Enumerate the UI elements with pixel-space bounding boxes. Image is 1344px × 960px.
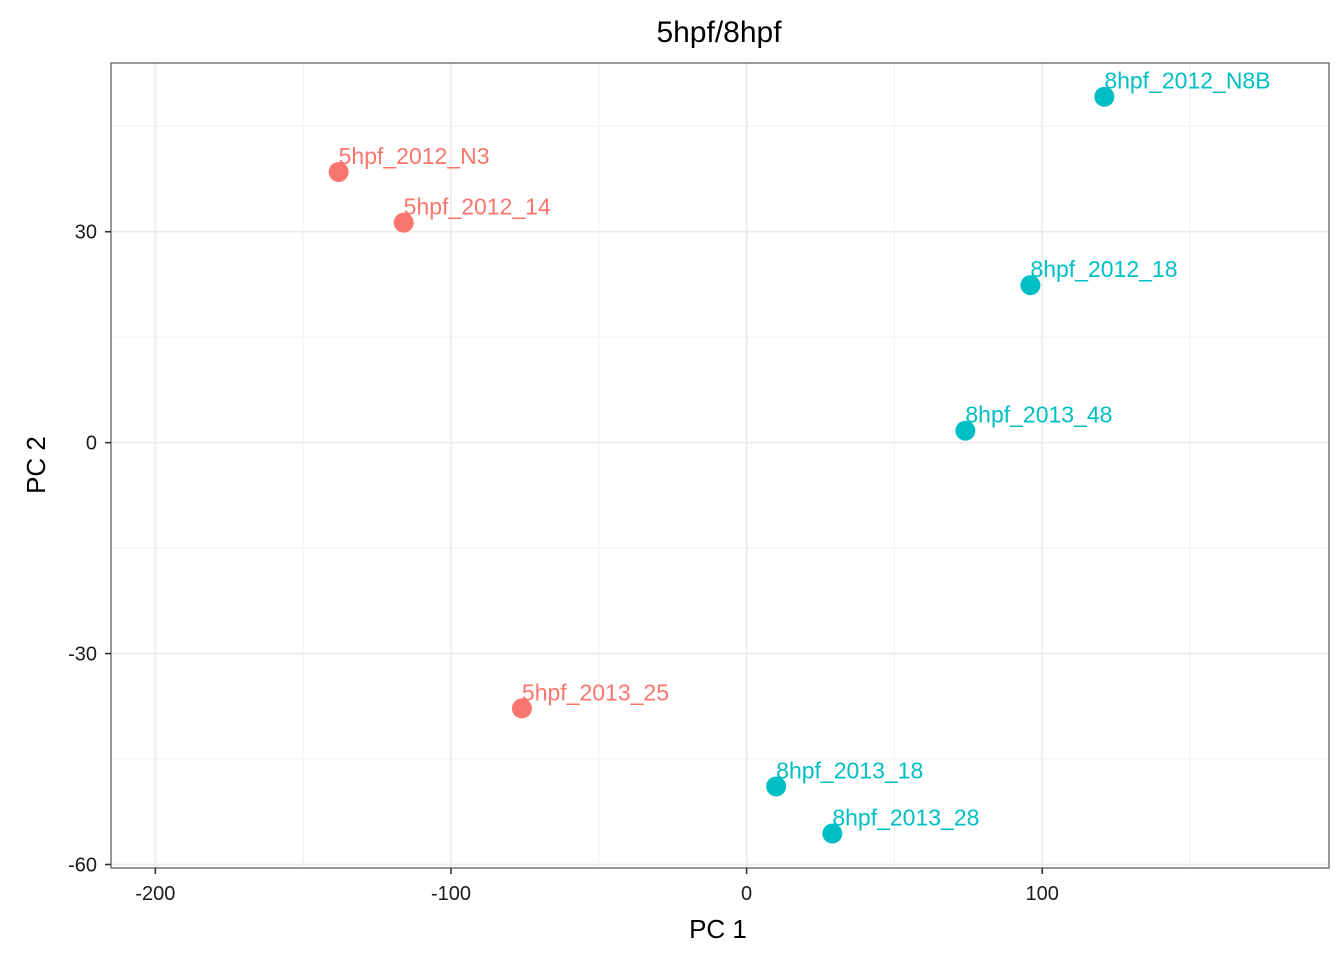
data-point bbox=[393, 212, 414, 233]
x-tick-label: 100 bbox=[1026, 883, 1059, 905]
y-tick-label: 0 bbox=[86, 433, 97, 455]
y-tick-label: 30 bbox=[75, 222, 97, 244]
data-point bbox=[328, 161, 349, 182]
data-point-label: 8hpf_2013_48 bbox=[965, 402, 1112, 428]
x-tick-label: 0 bbox=[741, 883, 752, 905]
points-layer: 5hpf_2012_N3 5hpf_2012_14 5hpf_2013_25 8hpf… bbox=[328, 68, 1271, 844]
grid-layer bbox=[111, 63, 1329, 868]
data-point-label: 8hpf_2012_18 bbox=[1030, 256, 1177, 282]
data-point-label: 8hpf_2013_28 bbox=[832, 805, 979, 831]
x-axis-title: PC 1 bbox=[689, 914, 747, 944]
data-point-label: 8hpf_2013_18 bbox=[776, 757, 923, 783]
x-tick-label: -100 bbox=[431, 883, 471, 905]
data-point-label: 5hpf_2012_N3 bbox=[339, 143, 490, 169]
data-point-label: 5hpf_2013_25 bbox=[522, 679, 669, 705]
data-point bbox=[822, 823, 843, 844]
data-point bbox=[1094, 86, 1115, 107]
panel-border bbox=[110, 62, 1330, 869]
x-tick-label: -200 bbox=[135, 883, 175, 905]
data-point bbox=[955, 420, 976, 441]
data-point-label: 5hpf_2012_14 bbox=[404, 194, 551, 220]
data-point bbox=[1020, 275, 1041, 296]
chart-title: 5hpf/8hpf bbox=[656, 16, 782, 49]
y-axis-title: PC 2 bbox=[21, 436, 51, 494]
y-tick-label: -60 bbox=[68, 854, 97, 876]
data-point bbox=[511, 698, 532, 719]
data-point bbox=[766, 776, 787, 797]
y-tick-label: -30 bbox=[68, 644, 97, 666]
axis-layer: -200 -100 0 100 -60 -30 0 30 bbox=[68, 222, 1059, 905]
data-point-label: 8hpf_2012_N8B bbox=[1104, 68, 1270, 94]
